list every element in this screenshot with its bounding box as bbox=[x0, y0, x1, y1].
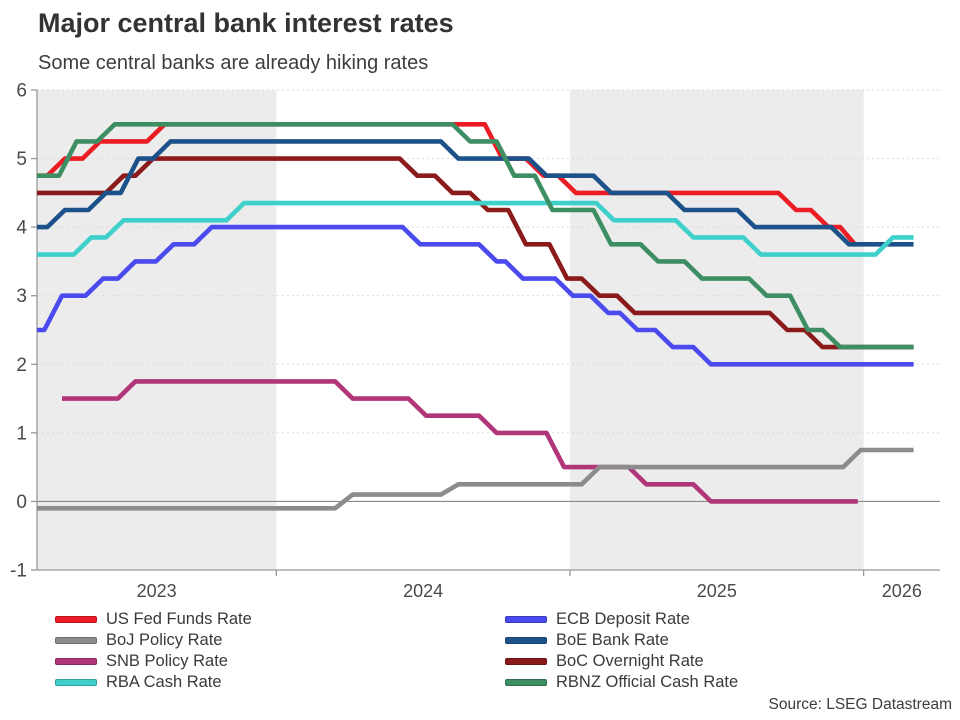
year-bands bbox=[37, 90, 864, 570]
series-rba-line bbox=[37, 200, 914, 257]
y-tick-label-0: 0 bbox=[16, 492, 27, 513]
x-tick-label-2024: 2024 bbox=[403, 581, 443, 601]
legend-label-boe: BoE Bank Rate bbox=[556, 631, 669, 649]
legend-label-fed: US Fed Funds Rate bbox=[106, 610, 252, 628]
legend-label-rba: RBA Cash Rate bbox=[106, 673, 222, 691]
legend-label-snb: SNB Policy Rate bbox=[106, 652, 228, 670]
legend-swatch-boc bbox=[505, 658, 547, 665]
legend-column-1: US Fed Funds Rate BoJ Policy Rate SNB Poli… bbox=[55, 609, 252, 693]
series-boc-line bbox=[37, 156, 914, 350]
legend-swatch-ecb bbox=[505, 616, 547, 623]
legend-item-boc: BoC Overnight Rate bbox=[505, 651, 738, 672]
legend-label-rbnz: RBNZ Official Cash Rate bbox=[556, 673, 739, 691]
source-credit: Source: LSEG Datastream bbox=[768, 696, 953, 713]
legend-swatch-rba bbox=[55, 679, 97, 686]
legend-item-fed: US Fed Funds Rate bbox=[55, 609, 252, 630]
y-tick-label-5: 5 bbox=[16, 149, 27, 170]
x-tick-label-2026: 2026 bbox=[882, 581, 922, 601]
series-lines bbox=[37, 122, 914, 511]
x-tick-label-2023: 2023 bbox=[137, 581, 177, 601]
y-tick-label-2: 2 bbox=[16, 355, 27, 376]
legend-label-ecb: ECB Deposit Rate bbox=[556, 610, 690, 628]
x-tick-label-2025: 2025 bbox=[697, 581, 737, 601]
legend: US Fed Funds Rate BoJ Policy Rate SNB Poli… bbox=[0, 609, 960, 697]
series-rbnz-line bbox=[37, 122, 914, 350]
legend-item-boj: BoJ Policy Rate bbox=[55, 630, 252, 651]
y-tick-label-1: 1 bbox=[16, 423, 27, 444]
legend-swatch-boj bbox=[55, 637, 97, 644]
legend-item-boe: BoE Bank Rate bbox=[505, 630, 738, 651]
y-tick-label-6: 6 bbox=[16, 81, 27, 102]
legend-swatch-snb bbox=[55, 658, 97, 665]
year-band-2023 bbox=[37, 90, 277, 570]
series-boj-line bbox=[37, 447, 914, 511]
series-ecb-line bbox=[37, 224, 914, 367]
legend-item-snb: SNB Policy Rate bbox=[55, 651, 252, 672]
legend-label-boc: BoC Overnight Rate bbox=[556, 652, 704, 670]
y-tick-label-4: 4 bbox=[16, 218, 27, 239]
series-boe-line bbox=[37, 139, 914, 247]
legend-swatch-fed bbox=[55, 616, 97, 623]
chart-subtitle: Some central banks are already hiking ra… bbox=[38, 52, 429, 74]
legend-swatch-rbnz bbox=[505, 679, 547, 686]
legend-item-ecb: ECB Deposit Rate bbox=[505, 609, 738, 630]
legend-swatch-boe bbox=[505, 637, 547, 644]
legend-item-rba: RBA Cash Rate bbox=[55, 672, 252, 693]
legend-label-boj: BoJ Policy Rate bbox=[106, 631, 223, 649]
y-tick-label--1: -1 bbox=[10, 561, 27, 582]
legend-column-2: ECB Deposit Rate BoE Bank Rate BoC Overnig… bbox=[505, 609, 738, 693]
rates-line-chart: -1 0 1 2 3 4 5 6 2023 2024 2025 2026 bbox=[10, 81, 940, 601]
chart-title: Major central bank interest rates bbox=[38, 8, 454, 38]
y-tick-label-3: 3 bbox=[16, 286, 27, 307]
legend-item-rbnz: RBNZ Official Cash Rate bbox=[505, 672, 738, 693]
series-snb-line bbox=[62, 379, 858, 504]
